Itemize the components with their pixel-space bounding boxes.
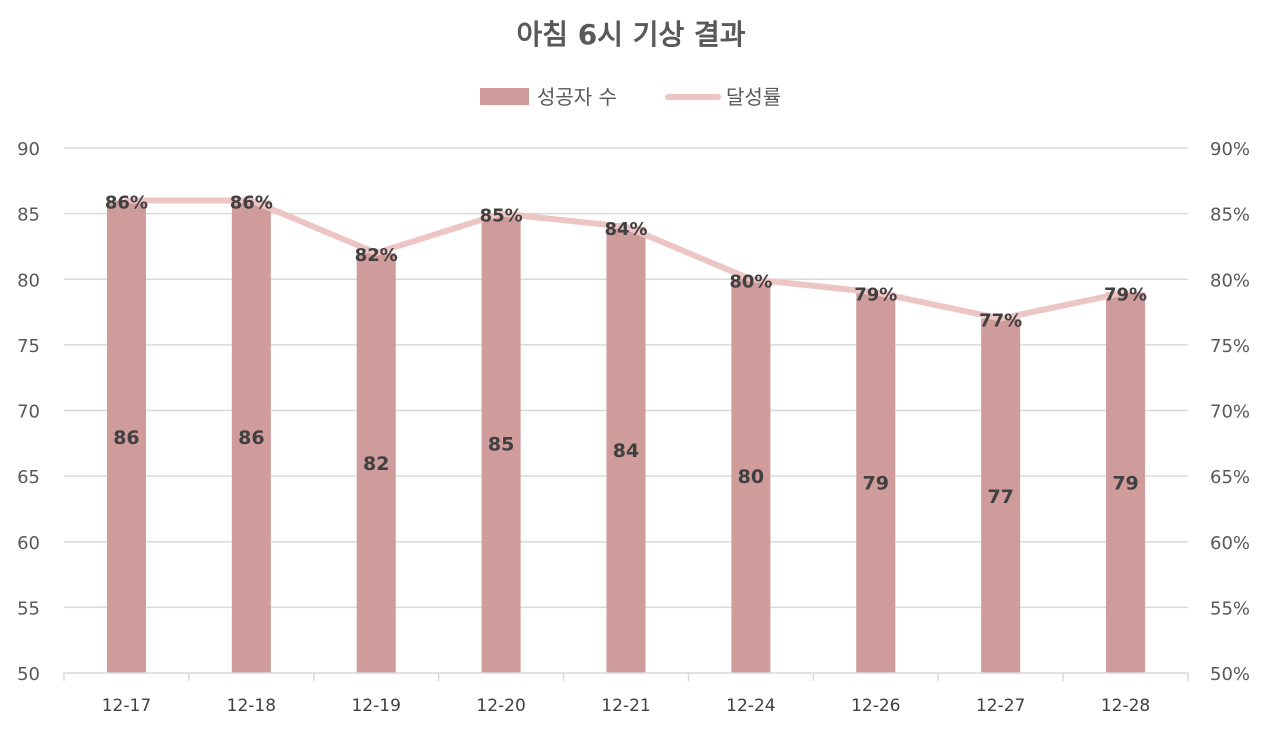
bar-12-19 [356, 253, 396, 673]
right-tick-label: 80% [1210, 270, 1250, 291]
left-tick-label: 70 [17, 402, 40, 423]
left-tick-label: 80 [17, 270, 40, 291]
bar-12-20 [481, 213, 521, 673]
left-tick-label: 55 [17, 598, 40, 619]
line-value-label: 86% [230, 193, 273, 214]
right-tick-label: 65% [1210, 467, 1250, 488]
bars [106, 200, 1146, 673]
line-value-label: 86% [105, 193, 148, 214]
bar-value-label: 86 [238, 427, 264, 449]
bar-value-label: 79 [1112, 473, 1138, 495]
bar-12-28 [1106, 292, 1146, 673]
line-data-labels: 86% 86% 82% 85% 84% 80% 79% 77% 79% [105, 193, 1147, 332]
line-value-label: 84% [604, 219, 647, 240]
x-tick-label: 12-24 [726, 696, 775, 716]
x-tick-label: 12-20 [476, 696, 525, 716]
bar-value-label: 85 [488, 433, 514, 455]
x-tick-label: 12-27 [976, 696, 1025, 716]
x-tick-label: 12-17 [102, 696, 151, 716]
line-value-label: 80% [729, 271, 772, 292]
right-tick-label: 75% [1210, 336, 1250, 357]
bar-value-label: 80 [738, 466, 764, 488]
right-tick-label: 85% [1210, 205, 1250, 226]
bar-12-27 [981, 318, 1021, 673]
bar-12-26 [856, 292, 896, 673]
x-tick-label: 12-28 [1101, 696, 1150, 716]
legend-line-label: 달성률 [726, 85, 781, 109]
right-tick-label: 90% [1210, 139, 1250, 160]
right-tick-label: 55% [1210, 598, 1250, 619]
left-tick-label: 85 [17, 205, 40, 226]
left-tick-label: 60 [17, 533, 40, 554]
rate-line [123, 197, 1129, 322]
right-tick-label: 60% [1210, 533, 1250, 554]
bar-value-label: 82 [363, 453, 389, 475]
bar-12-17 [106, 200, 146, 673]
x-tick-label: 12-18 [227, 696, 276, 716]
line-value-label: 82% [355, 245, 398, 266]
bar-value-label: 86 [113, 427, 139, 449]
left-tick-label: 75 [17, 336, 40, 357]
right-tick-label: 70% [1210, 402, 1250, 423]
legend: 성공자 수 달성률 [480, 85, 781, 109]
bar-value-label: 79 [863, 473, 889, 495]
line-value-label: 79% [854, 284, 897, 305]
legend-bar-label: 성공자 수 [537, 85, 617, 109]
x-tick-label: 12-26 [851, 696, 900, 716]
line-value-label: 79% [1104, 284, 1147, 305]
right-tick-label: 50% [1210, 664, 1250, 685]
x-tick-label: 12-21 [601, 696, 650, 716]
left-tick-label: 65 [17, 467, 40, 488]
bar-12-18 [231, 200, 271, 673]
bar-value-label: 84 [613, 440, 639, 462]
left-tick-label: 90 [17, 139, 40, 160]
bar-value-label: 77 [987, 486, 1013, 508]
left-y-axis: 50 55 60 65 70 75 80 85 90 [17, 139, 40, 685]
rate-line-path [123, 197, 1129, 322]
bar-data-labels: 86 86 82 85 84 80 79 77 79 [113, 427, 1139, 508]
line-value-label: 77% [979, 311, 1022, 332]
x-axis: 12-17 12-18 12-19 12-20 12-21 12-24 12-26 12-27… [63, 672, 1189, 716]
line-value-label: 85% [480, 206, 523, 227]
right-y-axis: 50% 55% 60% 65% 70% 75% 80% 85% 90% [1210, 139, 1250, 685]
bar-12-24 [731, 279, 771, 673]
chart-title: 아침 6시 기상 결과 [516, 18, 745, 51]
x-tick-label: 12-19 [352, 696, 401, 716]
bar-12-21 [606, 226, 646, 673]
left-tick-label: 50 [17, 664, 40, 685]
legend-bar-swatch [480, 88, 529, 105]
